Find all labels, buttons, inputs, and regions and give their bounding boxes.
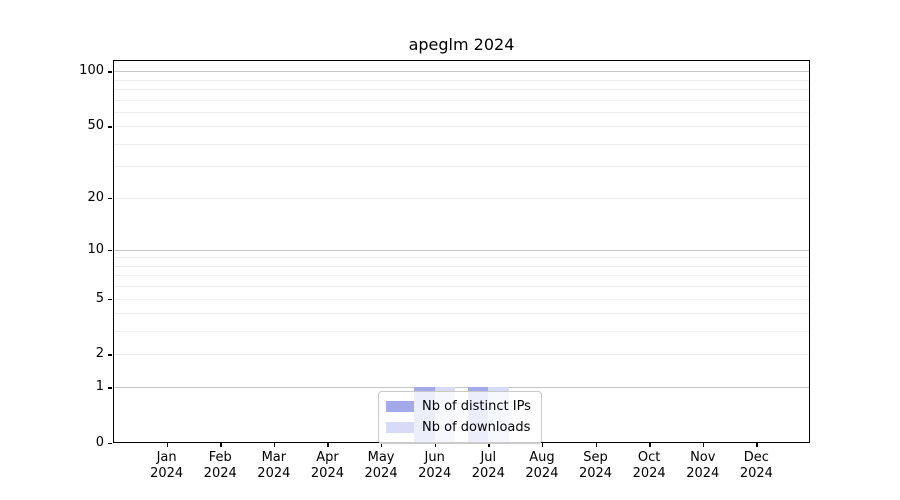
x-tick-mark: [649, 443, 651, 447]
x-tick-mark: [541, 443, 544, 447]
x-tick-label: Apr 2024: [297, 450, 357, 482]
x-tick-month: Dec: [743, 450, 769, 465]
x-tick-month: Jan: [156, 450, 177, 465]
minor-gridline: [113, 331, 810, 333]
x-tick-month: Jun: [424, 450, 445, 465]
x-tick-year: 2024: [257, 466, 291, 481]
x-tick-mark: [166, 443, 168, 447]
y-tick-mark: [108, 387, 112, 389]
x-tick-mark: [220, 443, 222, 447]
x-tick-month: Aug: [529, 450, 555, 465]
x-tick-mark: [327, 443, 329, 447]
x-tick-year: 2024: [203, 466, 237, 481]
x-tick-label: Dec 2024: [726, 450, 786, 482]
minor-gridline: [113, 298, 810, 300]
x-tick-year: 2024: [525, 466, 559, 481]
legend-item-distinct-ips: Nb of distinct IPs: [386, 397, 531, 416]
minor-gridline: [113, 197, 810, 199]
minor-gridline: [113, 126, 810, 128]
x-tick-mark: [488, 443, 490, 447]
x-tick-label: Jan 2024: [137, 450, 197, 482]
minor-gridline: [113, 275, 810, 277]
x-tick-label: Sep 2024: [566, 450, 626, 482]
minor-gridline: [113, 99, 810, 101]
y-tick-mark: [108, 354, 112, 356]
y-tick-label: 10: [87, 241, 104, 257]
x-tick-mark: [756, 443, 758, 447]
x-tick-mark: [595, 443, 597, 447]
x-tick-year: 2024: [471, 466, 505, 481]
major-gridline: [113, 71, 810, 73]
x-tick-month: Mar: [261, 450, 287, 465]
x-tick-year: 2024: [578, 466, 613, 481]
x-tick-mark: [273, 443, 276, 447]
x-tick-label: Jul 2024: [458, 450, 518, 482]
x-tick-mark: [434, 443, 437, 447]
x-tick-year: 2024: [632, 466, 666, 481]
x-tick-label: Aug 2024: [512, 450, 572, 482]
y-tick-mark: [108, 249, 112, 252]
minor-gridline: [113, 143, 810, 145]
x-tick-label: Nov 2024: [673, 450, 733, 482]
x-tick-year: 2024: [150, 466, 184, 481]
x-tick-year: 2024: [686, 466, 720, 481]
x-tick-year: 2024: [418, 466, 452, 481]
y-tick-label: 2: [95, 346, 104, 362]
x-tick-month: May: [367, 450, 395, 465]
minor-gridline: [113, 88, 810, 90]
x-tick-label: Oct 2024: [619, 450, 679, 482]
x-tick-month: Sep: [583, 450, 608, 465]
x-tick-mark: [381, 443, 383, 447]
x-tick-month: Nov: [690, 450, 716, 465]
y-tick-mark: [108, 298, 112, 301]
major-gridline: [113, 249, 810, 251]
y-tick-label: 20: [87, 189, 104, 205]
minor-gridline: [113, 286, 810, 288]
y-tick-label: 100: [79, 63, 104, 79]
legend-label-downloads: Nb of downloads: [422, 420, 531, 435]
legend-swatch-downloads: [386, 422, 414, 433]
legend-swatch-distinct-ips: [386, 401, 414, 412]
y-tick-mark: [108, 126, 112, 128]
x-tick-year: 2024: [739, 466, 773, 481]
y-tick-mark: [108, 71, 112, 73]
y-tick-mark: [108, 443, 112, 445]
y-tick-label: 1: [95, 379, 104, 395]
y-tick-label: 50: [87, 118, 104, 134]
minor-gridline: [113, 166, 810, 168]
x-tick-label: Feb 2024: [190, 450, 250, 482]
plot-area: [113, 60, 810, 443]
x-tick-month: Oct: [637, 450, 661, 465]
minor-gridline: [113, 111, 810, 113]
y-tick-label: 0: [95, 435, 104, 450]
x-tick-month: Jul: [480, 450, 497, 465]
x-tick-year: 2024: [364, 466, 398, 481]
minor-gridline: [113, 79, 810, 81]
minor-gridline: [113, 257, 810, 259]
x-tick-year: 2024: [310, 466, 344, 481]
y-tick-mark: [108, 197, 112, 200]
chart-title: apeglm 2024: [408, 35, 515, 54]
legend: Nb of distinct IPs Nb of downloads: [378, 391, 542, 444]
x-tick-label: May 2024: [351, 450, 411, 482]
legend-item-downloads: Nb of downloads: [386, 418, 531, 437]
x-tick-mark: [702, 443, 705, 447]
minor-gridline: [113, 265, 810, 267]
minor-gridline: [113, 313, 810, 315]
x-tick-month: Feb: [208, 450, 232, 465]
y-tick-label: 5: [95, 290, 104, 306]
legend-label-distinct-ips: Nb of distinct IPs: [422, 399, 531, 414]
major-gridline: [113, 387, 810, 389]
minor-gridline: [113, 354, 810, 356]
x-tick-month: Apr: [316, 450, 339, 465]
x-tick-label: Jun 2024: [405, 450, 465, 482]
x-tick-label: Mar 2024: [244, 450, 304, 482]
